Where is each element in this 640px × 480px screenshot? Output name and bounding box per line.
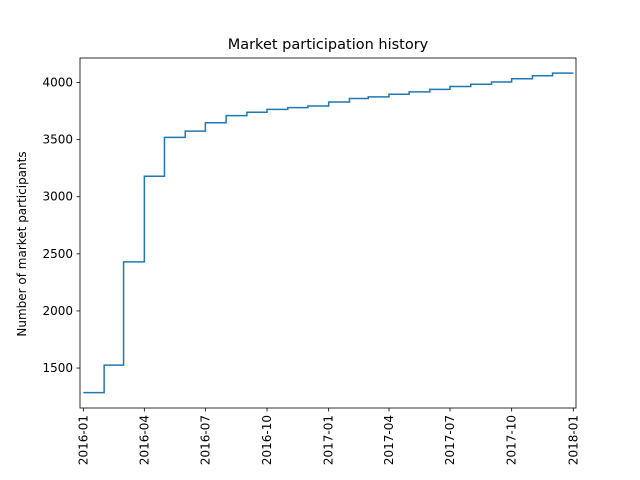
y-tick-label: 4000 bbox=[42, 76, 73, 90]
y-tick-label: 2000 bbox=[42, 304, 73, 318]
plot-frame bbox=[79, 57, 577, 409]
series-line-1 bbox=[83, 72, 574, 394]
x-tick-label: 2017-10 bbox=[505, 415, 519, 465]
y-tick-label: 3500 bbox=[42, 133, 73, 147]
x-tick-label: 2018-01 bbox=[566, 415, 580, 465]
y-axis-label: Number of market participants bbox=[15, 151, 29, 336]
plot-area bbox=[79, 57, 577, 409]
y-axis: 1500 2000 2500 3000 3500 4000 bbox=[42, 76, 80, 375]
x-tick-label: 2016-10 bbox=[260, 415, 274, 465]
x-tick-label: 2016-01 bbox=[76, 415, 90, 465]
y-tick-label: 2500 bbox=[42, 247, 73, 261]
x-axis: 2016-01 2016-04 2016-07 2016-10 2017-01 2017-… bbox=[76, 408, 580, 465]
x-tick-label: 2016-04 bbox=[137, 415, 151, 465]
y-tick-label: 1500 bbox=[42, 361, 73, 375]
y-tick-label: 3000 bbox=[42, 190, 73, 204]
x-tick-label: 2017-04 bbox=[382, 415, 396, 465]
chart-title: Market participation history bbox=[228, 37, 429, 53]
x-tick-label: 2017-07 bbox=[443, 415, 457, 465]
x-tick-label: 2016-07 bbox=[198, 415, 212, 465]
x-tick-label: 2017-01 bbox=[322, 415, 336, 465]
